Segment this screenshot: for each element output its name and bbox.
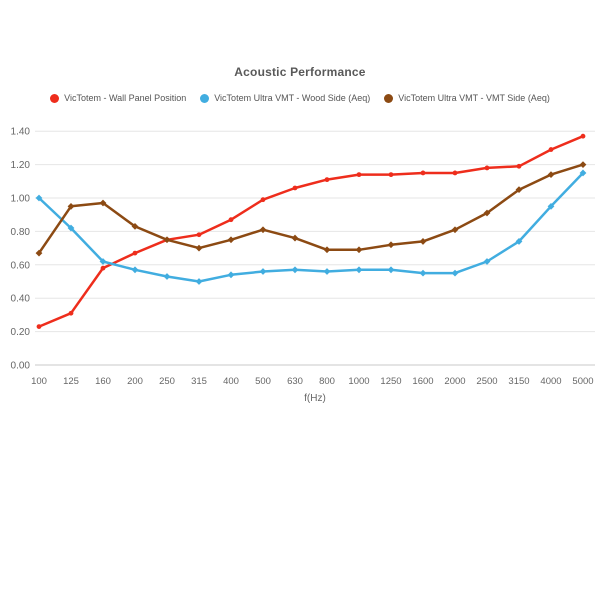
data-point-marker bbox=[579, 161, 587, 168]
x-axis-tick-label: 1600 bbox=[412, 376, 433, 387]
legend: VicTotem - Wall Panel Position VicTotem U… bbox=[0, 93, 600, 103]
y-axis-tick-label: 0.00 bbox=[11, 361, 31, 372]
y-axis-tick-label: 1.00 bbox=[11, 194, 31, 205]
data-point-marker bbox=[452, 170, 458, 176]
x-axis-tick-label: 5000 bbox=[572, 376, 593, 387]
y-axis-tick-label: 0.80 bbox=[11, 227, 31, 238]
x-axis-tick-label: 400 bbox=[223, 376, 239, 387]
x-axis-tick-label: 125 bbox=[63, 376, 79, 387]
data-point-marker bbox=[259, 268, 267, 275]
x-axis-tick-label: 500 bbox=[255, 376, 271, 387]
x-axis-tick-label: 4000 bbox=[540, 376, 561, 387]
x-axis-tick-label: 630 bbox=[287, 376, 303, 387]
data-point-marker bbox=[291, 266, 299, 274]
data-point-marker bbox=[323, 246, 331, 254]
legend-marker-icon bbox=[200, 93, 210, 103]
data-point-marker bbox=[419, 238, 427, 245]
legend-label: VicTotem Ultra VMT - Wood Side (Aeq) bbox=[214, 93, 371, 103]
x-axis-tick-label: 2500 bbox=[476, 376, 497, 387]
series-line-0 bbox=[37, 134, 585, 328]
x-axis-tick-label: 315 bbox=[191, 376, 207, 387]
y-axis-tick-label: 1.40 bbox=[11, 127, 31, 138]
data-point-marker bbox=[195, 278, 203, 285]
data-point-marker bbox=[484, 165, 490, 171]
data-point-marker bbox=[260, 197, 266, 203]
data-point-marker bbox=[228, 217, 234, 223]
legend-item[interactable]: VicTotem - Wall Panel Position bbox=[50, 93, 186, 103]
legend-item[interactable]: VicTotem Ultra VMT - VMT Side (Aeq) bbox=[384, 93, 550, 103]
x-axis-tick-label: 1250 bbox=[380, 376, 401, 387]
x-axis-tick-label: 800 bbox=[319, 376, 335, 387]
x-axis-tick-label: 160 bbox=[95, 376, 111, 387]
data-point-marker bbox=[163, 236, 171, 244]
x-axis-tick-label: 250 bbox=[159, 376, 175, 387]
y-axis-tick-label: 0.60 bbox=[11, 260, 31, 271]
data-point-marker bbox=[227, 271, 235, 279]
data-point-marker bbox=[387, 266, 395, 274]
data-point-marker bbox=[131, 222, 139, 230]
data-point-marker bbox=[387, 241, 395, 249]
data-point-marker bbox=[451, 269, 459, 277]
data-point-marker bbox=[131, 266, 139, 274]
x-axis-tick-label: 100 bbox=[31, 376, 47, 387]
data-point-marker bbox=[515, 238, 523, 245]
legend-marker-icon bbox=[384, 93, 394, 103]
chart-title: Acoustic Performance bbox=[234, 65, 366, 79]
data-point-marker bbox=[548, 147, 554, 152]
data-point-marker bbox=[132, 250, 138, 256]
series-line-2 bbox=[37, 163, 585, 255]
data-point-marker bbox=[580, 133, 586, 139]
x-axis-tick-label: 1000 bbox=[348, 376, 369, 387]
x-axis-tick-label: 200 bbox=[127, 376, 143, 387]
data-point-marker bbox=[388, 172, 394, 178]
data-point-marker bbox=[67, 224, 75, 232]
data-point-marker bbox=[291, 234, 299, 242]
data-point-marker bbox=[195, 244, 203, 252]
series-line-1 bbox=[37, 171, 585, 283]
data-point-marker bbox=[99, 199, 107, 207]
data-point-marker bbox=[259, 226, 267, 234]
data-point-marker bbox=[419, 269, 427, 277]
y-axis-tick-label: 0.20 bbox=[11, 327, 31, 338]
data-point-marker bbox=[516, 163, 522, 169]
data-point-marker bbox=[355, 246, 363, 254]
x-axis-title: f(Hz) bbox=[304, 393, 326, 404]
data-point-marker bbox=[67, 202, 75, 210]
data-point-marker bbox=[356, 172, 362, 178]
data-point-marker bbox=[420, 170, 426, 176]
legend-item[interactable]: VicTotem Ultra VMT - Wood Side (Aeq) bbox=[200, 93, 370, 103]
data-point-marker bbox=[99, 258, 107, 265]
data-point-marker bbox=[36, 324, 42, 329]
y-axis-tick-label: 1.20 bbox=[11, 160, 31, 171]
data-point-marker bbox=[196, 232, 202, 238]
data-point-marker bbox=[483, 209, 491, 217]
data-point-marker bbox=[323, 268, 331, 275]
data-point-marker bbox=[292, 185, 298, 191]
data-point-marker bbox=[227, 236, 235, 244]
line-chart-plot-area: 0.00 0.20 0.40 0.60 0.80 1.00 1.20 1.40 100 125 16… bbox=[11, 127, 595, 387]
legend-label: VicTotem Ultra VMT - VMT Side (Aeq) bbox=[398, 93, 550, 103]
legend-label: VicTotem - Wall Panel Position bbox=[64, 93, 187, 103]
data-point-marker bbox=[35, 194, 43, 202]
x-axis-tick-label: 3150 bbox=[508, 376, 529, 387]
data-point-marker bbox=[100, 265, 106, 271]
data-point-marker bbox=[163, 273, 171, 280]
data-point-marker bbox=[451, 226, 459, 234]
y-axis-tick-label: 0.40 bbox=[11, 294, 31, 305]
x-axis-tick-label: 2000 bbox=[444, 376, 465, 387]
data-point-marker bbox=[324, 177, 330, 183]
data-point-marker bbox=[68, 310, 74, 316]
data-point-marker bbox=[355, 266, 363, 274]
legend-marker-icon bbox=[50, 93, 60, 103]
